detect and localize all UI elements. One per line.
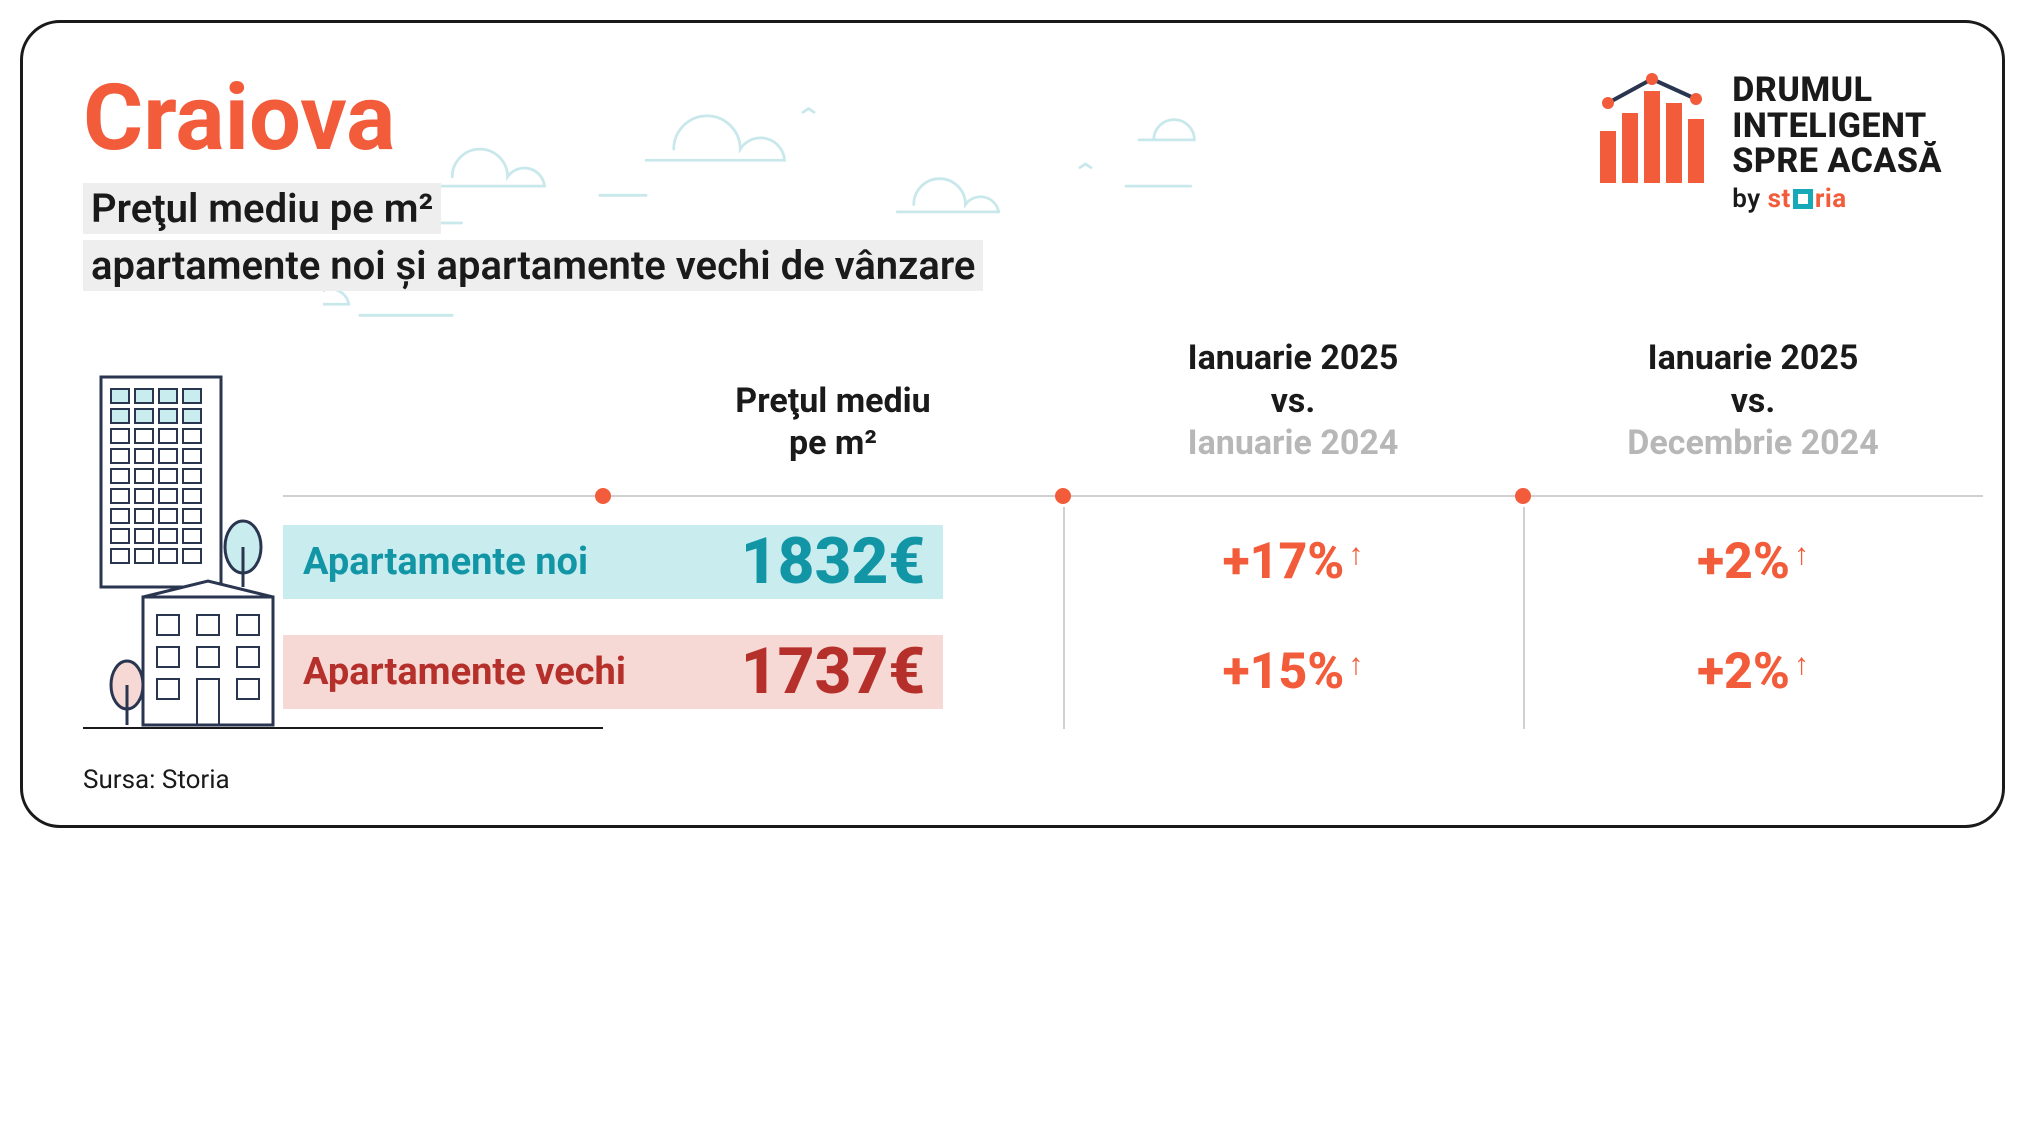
- col-header-yoy-vs: vs.: [1271, 381, 1316, 421]
- buildings-illustration: [83, 367, 293, 729]
- up-arrow-icon: ↑: [1348, 647, 1363, 682]
- ground-gap: [1063, 727, 1523, 729]
- col-header-mom-l3: Decembrie 2024: [1627, 423, 1878, 463]
- brand-ria: ria: [1815, 184, 1847, 214]
- infographic-card: Craiova Preţul mediu pe m² apartamente n…: [20, 20, 2005, 828]
- col-header-mom: Ianuarie 2025 vs. Decembrie 2024: [1523, 337, 1983, 485]
- col-header-price-l2: pe m²: [789, 423, 877, 463]
- price-old: 1737€: [603, 634, 1063, 709]
- dot-icon: [1055, 488, 1071, 504]
- col-header-yoy: Ianuarie 2025 vs. Ianuarie 2024: [1063, 337, 1523, 485]
- brand-logo-text: DRUMUL INTELIGENT SPRE ACASĂ by stria: [1732, 73, 1942, 213]
- up-arrow-icon: ↑: [1348, 537, 1363, 572]
- col-header-yoy-l3: Ianuarie 2024: [1188, 423, 1399, 463]
- sep-cell: [603, 485, 1063, 507]
- header-separator: [83, 485, 1942, 507]
- col-header-mom-vs: vs.: [1731, 381, 1776, 421]
- yoy-old-value: +15%: [1223, 643, 1345, 701]
- bar-chart-icon: [1594, 73, 1714, 193]
- mom-old: +2%↑: [1523, 643, 1983, 701]
- source-attribution: Sursa: Storia: [83, 765, 1942, 795]
- sep-cell: [1523, 485, 1983, 507]
- logo-line-2: INTELIGENT: [1732, 109, 1942, 145]
- price-table: Preţul mediu pe m² Ianuarie 2025 vs. Ian…: [83, 337, 1942, 729]
- brand-st: st: [1768, 184, 1791, 214]
- column-headers-row: Preţul mediu pe m² Ianuarie 2025 vs. Ian…: [83, 337, 1942, 485]
- label-new: Apartamente noi: [303, 540, 588, 584]
- subtitle-line-1: Preţul mediu pe m²: [83, 183, 441, 234]
- subtitle-line-2: apartamente noi și apartamente vechi de …: [83, 240, 983, 291]
- up-arrow-icon: ↑: [1794, 537, 1809, 572]
- col-header-price-l1: Preţul mediu: [735, 381, 930, 421]
- brand-square-icon: [1793, 189, 1813, 209]
- mom-new-value: +2%: [1697, 533, 1790, 591]
- logo-line-1: DRUMUL: [1732, 73, 1942, 109]
- logo-line-3: SPRE ACASĂ: [1732, 144, 1942, 180]
- yoy-new-value: +17%: [1223, 533, 1345, 591]
- ground-gap: [1523, 727, 1983, 729]
- logo-byline: by stria: [1732, 186, 1942, 213]
- price-new: 1832€: [603, 524, 1063, 599]
- col-header-mom-l1: Ianuarie 2025: [1648, 338, 1859, 378]
- title-block: Craiova Preţul mediu pe m² apartamente n…: [83, 73, 983, 297]
- row-new-apartments: Apartamente noi 1832€ +17%↑ +2%↑: [83, 507, 1942, 617]
- ground-line: [83, 727, 1942, 729]
- up-arrow-icon: ↑: [1794, 647, 1809, 682]
- logo-by-prefix: by: [1732, 184, 1767, 214]
- yoy-new: +17%↑: [1063, 533, 1523, 591]
- header-row: Craiova Preţul mediu pe m² apartamente n…: [83, 73, 1942, 297]
- brand-logo: DRUMUL INTELIGENT SPRE ACASĂ by stria: [1594, 73, 1942, 213]
- col-header-yoy-l1: Ianuarie 2025: [1188, 338, 1399, 378]
- city-title: Craiova: [83, 73, 983, 165]
- mom-old-value: +2%: [1697, 643, 1790, 701]
- row-old-apartments: Apartamente vechi 1737€ +15%↑ +2%↑: [83, 617, 1942, 727]
- sep-cell: [1063, 485, 1523, 507]
- ground-gap: [603, 727, 1063, 729]
- dot-icon: [1515, 488, 1531, 504]
- yoy-old: +15%↑: [1063, 643, 1523, 701]
- subtitle: Preţul mediu pe m² apartamente noi și ap…: [83, 183, 983, 297]
- mom-new: +2%↑: [1523, 533, 1983, 591]
- dot-icon: [595, 488, 611, 504]
- rows-wrapper: Apartamente noi 1832€ +17%↑ +2%↑ Apartam…: [83, 507, 1942, 729]
- label-old: Apartamente vechi: [303, 650, 626, 694]
- col-header-price: Preţul mediu pe m²: [603, 380, 1063, 485]
